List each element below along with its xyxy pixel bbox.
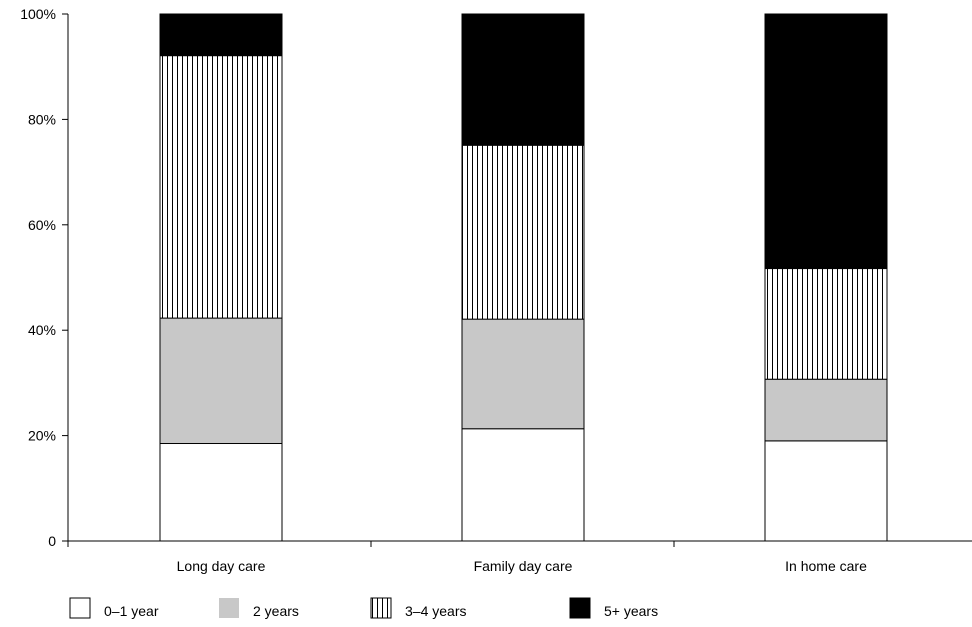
y-tick-label: 100% bbox=[20, 6, 56, 22]
legend-item-0: 0–1 year bbox=[69, 597, 159, 619]
legend-label: 3–4 years bbox=[405, 603, 466, 619]
x-tick-label: Long day care bbox=[177, 558, 266, 574]
legend-label: 5+ years bbox=[604, 603, 658, 619]
y-tick-label: 40% bbox=[28, 322, 56, 338]
y-tick-label: 20% bbox=[28, 428, 56, 444]
legend-item-3: 5+ years bbox=[569, 597, 658, 619]
legend-swatch bbox=[219, 598, 239, 618]
bar-segment-1-1 bbox=[461, 318, 585, 430]
legend-label: 0–1 year bbox=[104, 603, 159, 619]
legend-swatch bbox=[69, 597, 91, 619]
bar-segment-0-1 bbox=[159, 317, 283, 445]
legend-swatch bbox=[569, 597, 591, 619]
bar-segment-1-3 bbox=[461, 13, 585, 146]
bar-segment-1-0 bbox=[461, 428, 585, 542]
bar-segment-0-3 bbox=[159, 13, 283, 57]
y-tick-label: 80% bbox=[28, 111, 56, 127]
bar-segment-0-2 bbox=[159, 55, 283, 319]
legend: 0–1 year 2 years 3–4 years 5+ years bbox=[69, 597, 658, 619]
x-tick-label: Family day care bbox=[474, 558, 573, 574]
bar-segment-2-1 bbox=[764, 378, 888, 442]
bar-segment-2-2 bbox=[764, 268, 888, 380]
bar-segment-0-0 bbox=[159, 443, 283, 542]
x-tick-label: In home care bbox=[785, 558, 867, 574]
legend-label: 2 years bbox=[253, 603, 299, 619]
bar-segment-2-0 bbox=[764, 440, 888, 542]
bar-segment-2-3 bbox=[764, 13, 888, 270]
y-tick-label: 60% bbox=[28, 217, 56, 233]
legend-item-2: 3–4 years bbox=[370, 597, 466, 619]
y-tick-label: 0 bbox=[48, 533, 56, 549]
bar-segment-1-2 bbox=[461, 144, 585, 320]
legend-item-1: 2 years bbox=[219, 598, 299, 619]
legend-swatch bbox=[370, 597, 392, 619]
plot-area: 0 20% 40% 60% 80% 100% Long day care Family day… bbox=[20, 6, 972, 574]
